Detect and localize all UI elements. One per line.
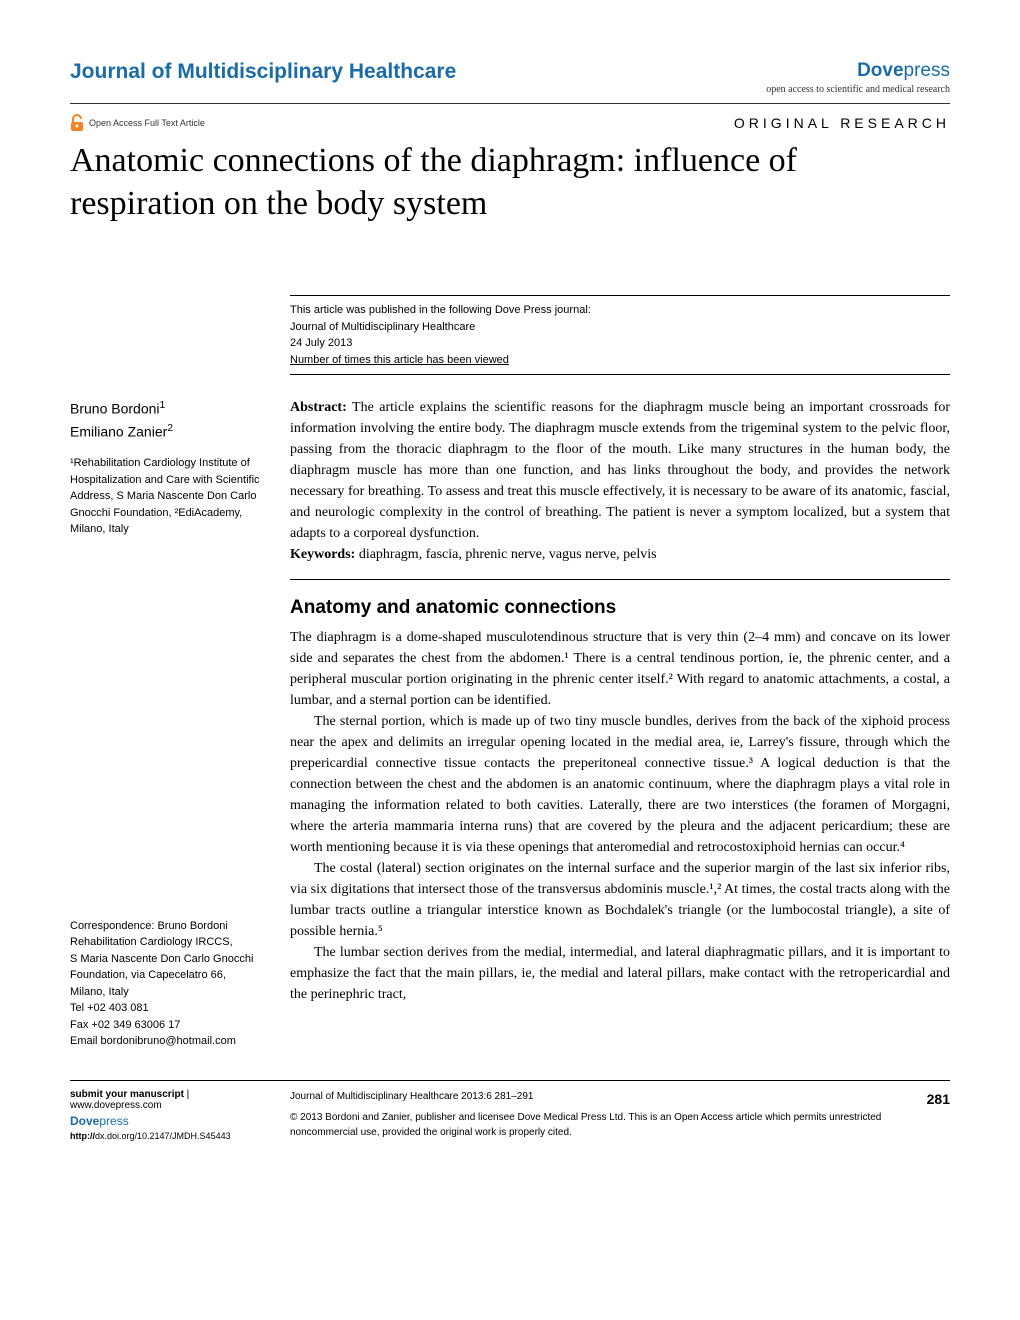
correspondence-tel: Tel +02 403 081 xyxy=(70,1000,270,1017)
submit-manuscript-link[interactable]: submit your manuscript | www.dovepress.c… xyxy=(70,1089,270,1111)
correspondence-line-4: Milano, Italy xyxy=(70,984,270,1001)
body-para-3: The costal (lateral) section originates … xyxy=(290,858,950,942)
main-content-column: Abstract: The article explains the scien… xyxy=(290,397,950,1050)
citation-row: Journal of Multidisciplinary Healthcare … xyxy=(290,1089,950,1110)
footer-left: submit your manuscript | www.dovepress.c… xyxy=(70,1089,270,1141)
publisher-logo: Dovepress xyxy=(766,60,950,82)
correspondence-line-2: S Maria Nascente Don Carlo Gnocchi xyxy=(70,951,270,968)
author-1: Bruno Bordoni1 xyxy=(70,397,270,420)
copyright-text: © 2013 Bordoni and Zanier, publisher and… xyxy=(290,1110,950,1140)
open-access-badge: Open Access Full Text Article xyxy=(70,114,205,132)
meta-line-2: Journal of Multidisciplinary Healthcare xyxy=(290,319,950,336)
correspondence-label: Correspondence: Bruno Bordoni xyxy=(70,918,270,935)
footer-publisher-logo: Dovepress xyxy=(70,1114,270,1128)
publisher-tagline: open access to scientific and medical re… xyxy=(766,84,950,95)
section-heading: Anatomy and anatomic connections xyxy=(290,594,950,623)
body-para-2: The sternal portion, which is made up of… xyxy=(290,711,950,858)
sidebar-column: Bruno Bordoni1 Emiliano Zanier2 ¹Rehabil… xyxy=(70,397,270,1050)
footer-right: Journal of Multidisciplinary Healthcare … xyxy=(290,1089,950,1141)
keywords-text: diaphragm, fascia, phrenic nerve, vagus … xyxy=(355,547,656,562)
meta-line-1: This article was published in the follow… xyxy=(290,302,950,319)
publication-meta: This article was published in the follow… xyxy=(290,295,950,375)
correspondence-line-1: Rehabilitation Cardiology IRCCS, xyxy=(70,934,270,951)
authors-block: Bruno Bordoni1 Emiliano Zanier2 xyxy=(70,397,270,443)
article-type: ORIGINAL RESEARCH xyxy=(734,115,950,131)
author-2: Emiliano Zanier2 xyxy=(70,420,270,443)
page-footer: submit your manuscript | www.dovepress.c… xyxy=(70,1080,950,1141)
page-number: 281 xyxy=(927,1089,950,1110)
publisher-brand-light: press xyxy=(904,60,950,81)
correspondence-line-3: Foundation, via Capecelatro 66, xyxy=(70,967,270,984)
keywords-label: Keywords: xyxy=(290,547,355,562)
article-title: Anatomic connections of the diaphragm: i… xyxy=(70,140,950,225)
correspondence-block: Correspondence: Bruno Bordoni Rehabilita… xyxy=(70,918,270,1050)
open-access-text: Open Access Full Text Article xyxy=(89,118,205,128)
correspondence-email: Email bordonibruno@hotmail.com xyxy=(70,1033,270,1050)
section-divider xyxy=(290,579,950,580)
abstract-text: The article explains the scientific reas… xyxy=(290,400,950,541)
abstract-label: Abstract: xyxy=(290,400,347,415)
content-columns: Bruno Bordoni1 Emiliano Zanier2 ¹Rehabil… xyxy=(70,397,950,1050)
journal-name: Journal of Multidisciplinary Healthcare xyxy=(70,60,456,84)
open-access-row: Open Access Full Text Article ORIGINAL R… xyxy=(70,114,950,132)
citation-text: Journal of Multidisciplinary Healthcare … xyxy=(290,1089,533,1110)
publisher-block: Dovepress open access to scientific and … xyxy=(766,60,950,95)
header-row: Journal of Multidisciplinary Healthcare … xyxy=(70,60,950,104)
body-para-4: The lumbar section derives from the medi… xyxy=(290,942,950,1005)
correspondence-fax: Fax +02 349 63006 17 xyxy=(70,1017,270,1034)
body-para-1: The diaphragm is a dome-shaped musculote… xyxy=(290,627,950,711)
doi-link[interactable]: http://dx.doi.org/10.2147/JMDH.S45443 xyxy=(70,1131,270,1141)
open-access-lock-icon xyxy=(70,114,84,132)
affiliations: ¹Rehabilitation Cardiology Institute of … xyxy=(70,455,270,538)
view-count-link[interactable]: Number of times this article has been vi… xyxy=(290,352,950,369)
abstract-paragraph: Abstract: The article explains the scien… xyxy=(290,397,950,544)
meta-line-3: 24 July 2013 xyxy=(290,335,950,352)
publisher-brand-bold: Dove xyxy=(857,60,903,81)
keywords-paragraph: Keywords: diaphragm, fascia, phrenic ner… xyxy=(290,544,950,565)
